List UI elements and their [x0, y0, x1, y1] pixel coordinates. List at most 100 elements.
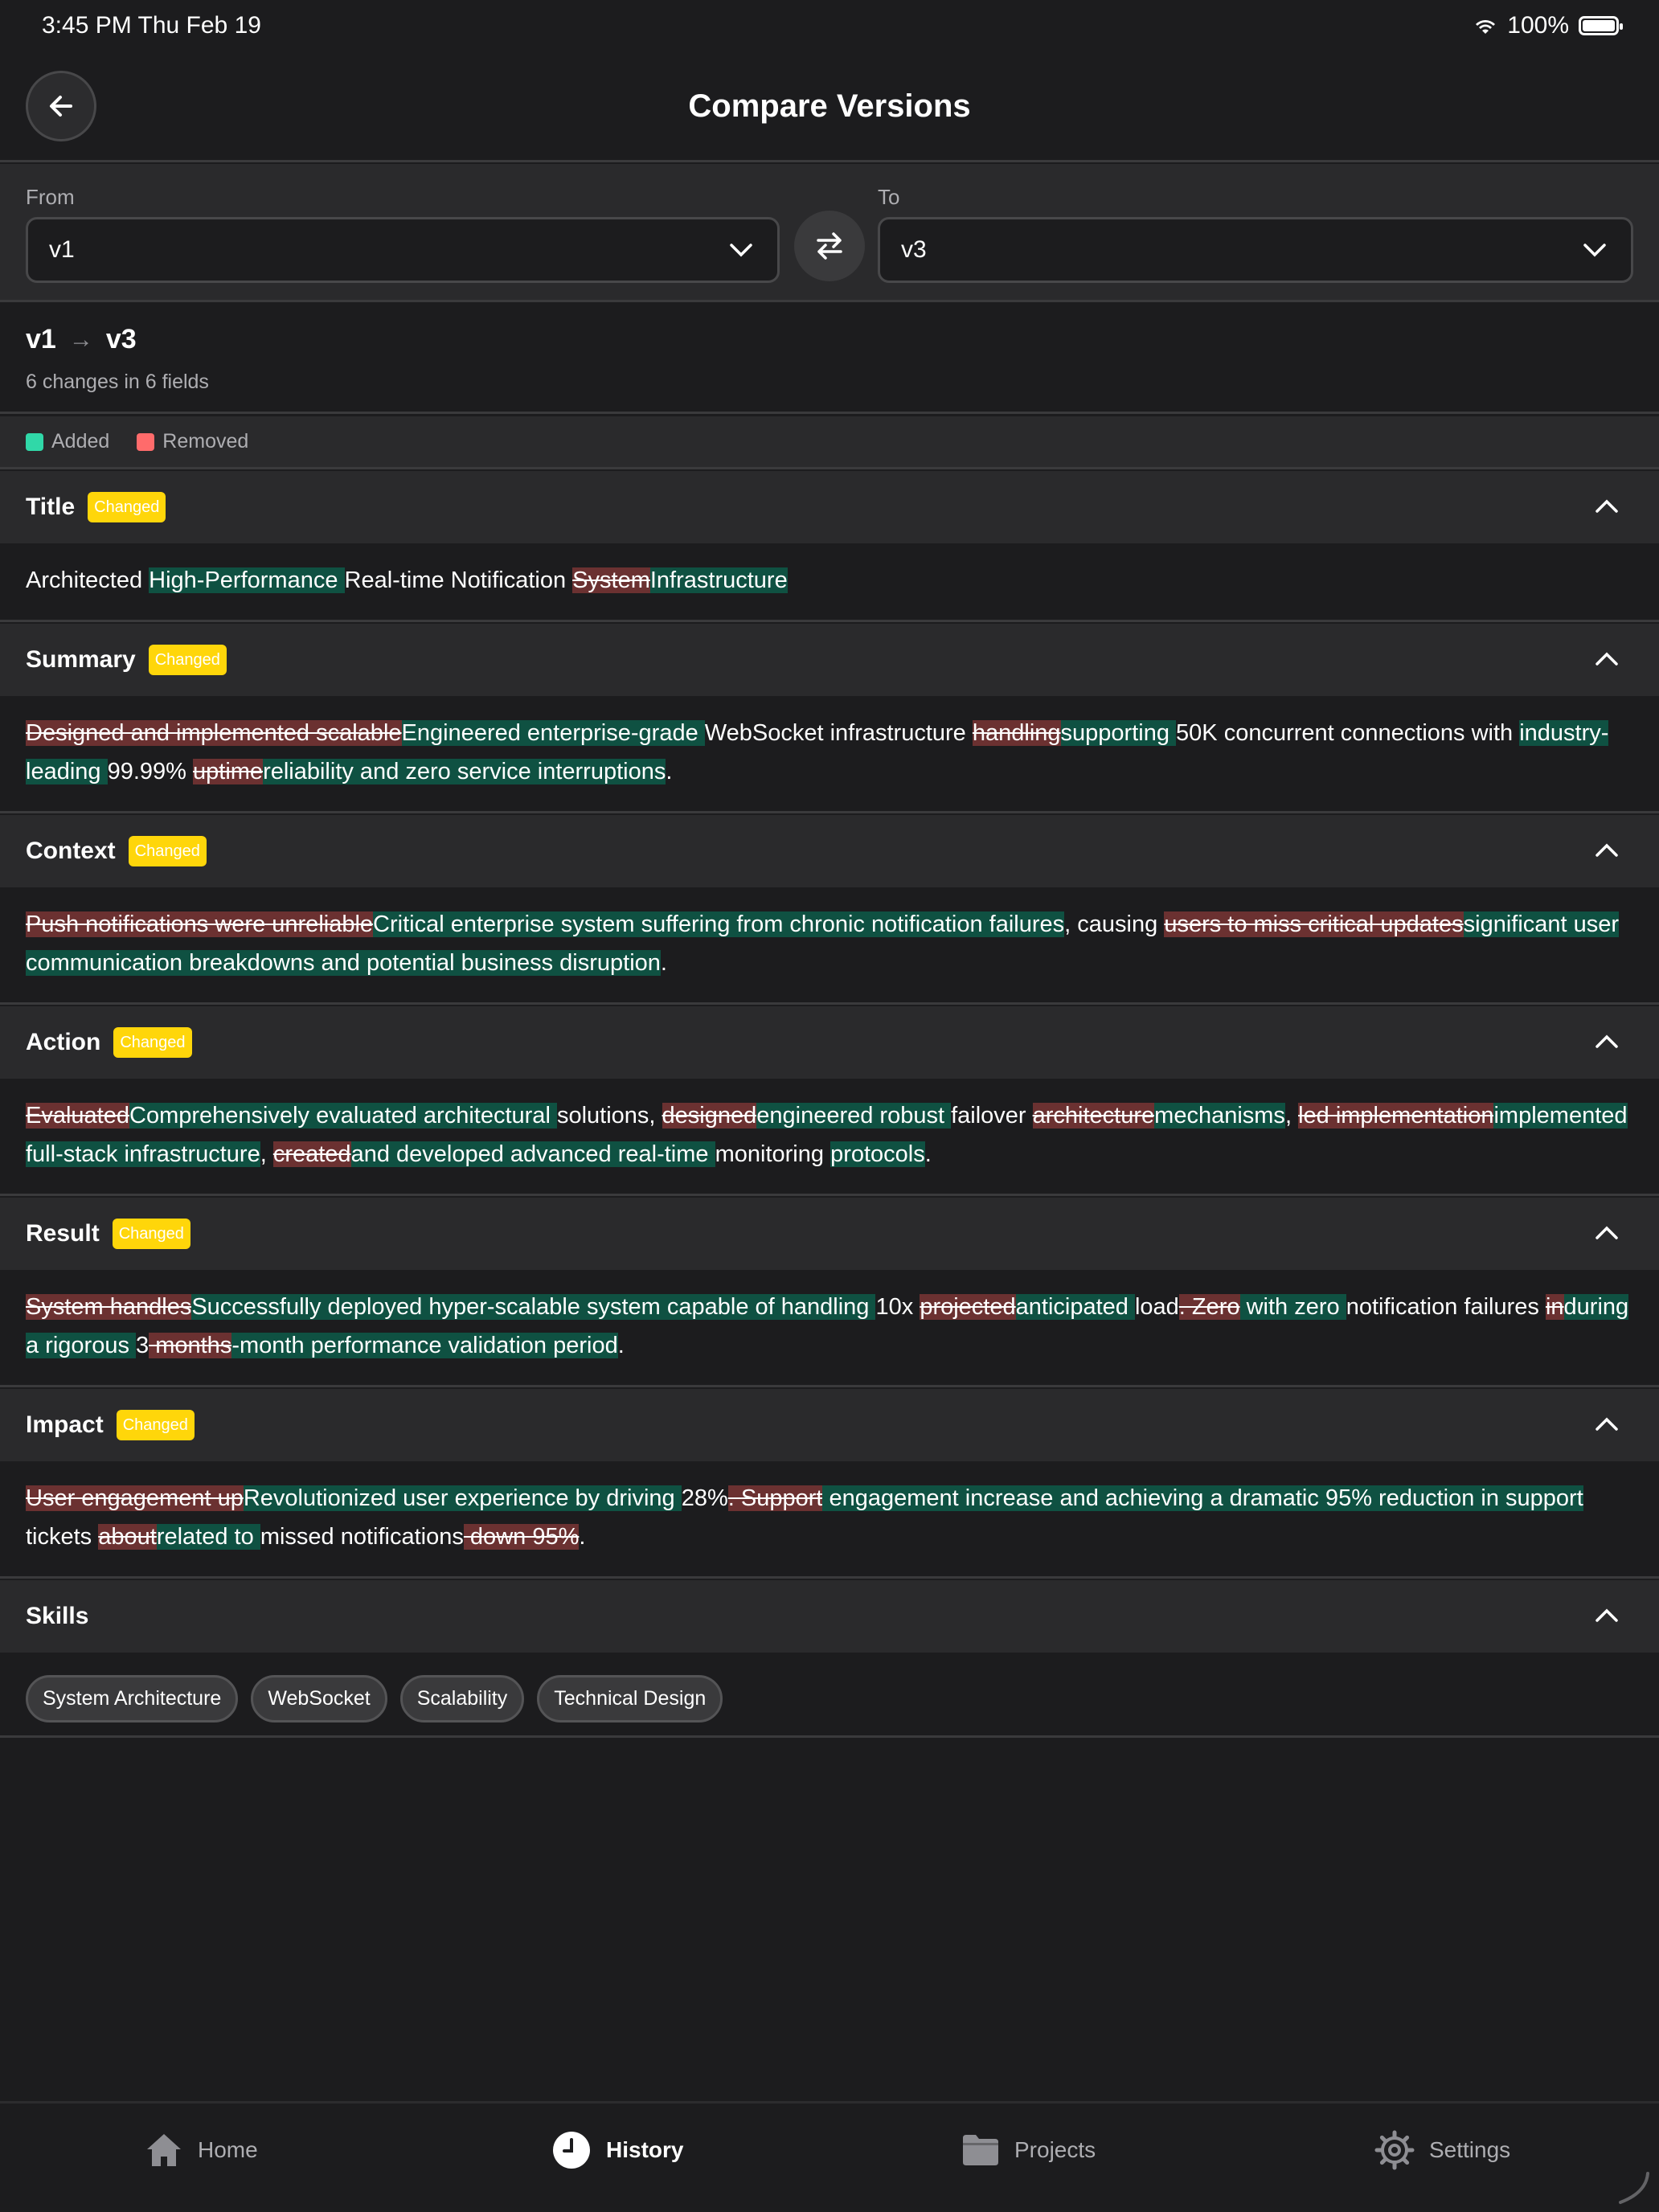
changed-badge: Changed	[112, 1219, 190, 1249]
skill-chip: Scalability	[399, 1675, 525, 1722]
unchanged-text: 10x	[875, 1294, 920, 1320]
chevron-up-icon	[1596, 1034, 1618, 1048]
unchanged-text: WebSocket infrastructure	[704, 720, 973, 746]
section-header-skills[interactable]: Skills	[0, 1580, 1659, 1653]
unchanged-text: tickets	[26, 1524, 99, 1550]
changed-badge: Changed	[88, 492, 166, 522]
added-text: Critical enterprise system suffering fro…	[373, 911, 1065, 937]
unchanged-text: notification failures	[1346, 1294, 1546, 1320]
section-body-action: EvaluatedComprehensively evaluated archi…	[0, 1079, 1659, 1196]
back-button[interactable]	[26, 71, 96, 141]
section-body-skills: System Architecture WebSocket Scalabilit…	[0, 1653, 1659, 1738]
section-header-summary[interactable]: Summary Changed	[0, 624, 1659, 696]
added-text: High-Performance	[149, 567, 345, 593]
unchanged-text: .	[579, 1524, 586, 1550]
unchanged-text: solutions,	[556, 1103, 662, 1129]
section-body-result: System handlesSuccessfully deployed hype…	[0, 1270, 1659, 1387]
status-time: 3:45 PM Thu Feb 19	[42, 12, 261, 39]
unchanged-text: 99.99%	[107, 759, 194, 784]
removed-text: Designed and implemented scalable	[26, 720, 402, 746]
added-swatch	[26, 432, 43, 451]
added-text: -month performance validation period	[231, 1333, 618, 1358]
chevron-down-icon	[1583, 244, 1606, 257]
battery-icon	[1579, 16, 1623, 35]
chevron-down-icon	[730, 244, 752, 257]
removed-text: System handles	[26, 1294, 192, 1320]
unchanged-text: monitoring	[715, 1141, 831, 1167]
tab-label: History	[606, 2137, 684, 2162]
section-header-context[interactable]: Context Changed	[0, 815, 1659, 887]
unchanged-text: load	[1134, 1294, 1179, 1320]
unchanged-text: .	[617, 1333, 625, 1358]
added-text: with zero	[1239, 1294, 1346, 1320]
nav-bar: Compare Versions	[0, 51, 1659, 162]
unchanged-text: ,	[1284, 1103, 1299, 1129]
chevron-up-icon	[1596, 1608, 1618, 1622]
legend-added-label: Added	[51, 430, 110, 453]
section-header-result[interactable]: Result Changed	[0, 1198, 1659, 1270]
tab-home[interactable]: Home	[145, 2128, 258, 2173]
unchanged-text: 3	[136, 1333, 150, 1358]
changed-badge: Changed	[148, 645, 227, 675]
tab-history[interactable]: History	[551, 2128, 683, 2173]
removed-text: projected	[920, 1294, 1016, 1320]
tab-projects[interactable]: Projects	[961, 2128, 1096, 2173]
skill-chips: System Architecture WebSocket Scalabilit…	[26, 1675, 1633, 1722]
comparison-summary: v1 → v3 6 changes in 6 fields	[0, 305, 1659, 414]
chevron-up-icon	[1596, 1417, 1618, 1431]
arrow-left-icon	[50, 96, 72, 117]
tab-bar: Home History Projects Settings	[0, 2101, 1659, 2212]
diff-text: Architected High-Performance Real-time N…	[26, 561, 1633, 600]
removed-text: User engagement up	[26, 1485, 244, 1511]
unchanged-text: 28%	[681, 1485, 728, 1511]
legend-removed: Removed	[137, 430, 248, 453]
from-select[interactable]: v1	[26, 217, 780, 283]
clock-icon	[553, 2132, 590, 2169]
chevron-up-icon	[1596, 1226, 1618, 1239]
diff-text: System handlesSuccessfully deployed hype…	[26, 1288, 1633, 1365]
changed-badge: Changed	[116, 1410, 195, 1440]
section-body-title: Architected High-Performance Real-time N…	[0, 543, 1659, 622]
removed-text: months	[149, 1333, 232, 1358]
section-body-impact: User engagement upRevolutionized user ex…	[0, 1461, 1659, 1579]
added-text: Infrastructure	[649, 567, 788, 593]
to-select[interactable]: v3	[878, 217, 1633, 283]
wifi-icon	[1476, 20, 1496, 34]
removed-text: down 95%	[463, 1524, 580, 1550]
section-header-title[interactable]: Title Changed	[0, 471, 1659, 543]
skill-chip: System Architecture	[26, 1675, 239, 1722]
version-selector: From v1 To v3	[0, 164, 1659, 302]
added-text: mechanisms	[1154, 1103, 1285, 1129]
diff-text: Designed and implemented scalableEnginee…	[26, 714, 1633, 791]
unchanged-text: .	[924, 1141, 932, 1167]
added-text: reliability and zero service interruptio…	[263, 759, 666, 784]
removed-text: users to miss critical updates	[1164, 911, 1464, 937]
page-title: Compare Versions	[688, 88, 971, 124]
removed-text: about	[98, 1524, 157, 1550]
section-header-impact[interactable]: Impact Changed	[0, 1389, 1659, 1461]
section-body-context: Push notifications were unreliableCritic…	[0, 887, 1659, 1005]
from-value: v1	[49, 236, 75, 263]
section-header-action[interactable]: Action Changed	[0, 1006, 1659, 1079]
swap-versions-button[interactable]	[794, 211, 865, 281]
arrow-right-icon: →	[68, 326, 93, 353]
diff-text: EvaluatedComprehensively evaluated archi…	[26, 1096, 1633, 1174]
section-title: Result	[26, 1220, 100, 1247]
gear-icon	[1374, 2130, 1415, 2170]
legend: Added Removed	[0, 416, 1659, 469]
removed-text: created	[272, 1141, 351, 1167]
added-text: protocols	[830, 1141, 925, 1167]
unchanged-text: ,	[260, 1141, 273, 1167]
status-bar: 3:45 PM Thu Feb 19 100%	[0, 0, 1659, 51]
resize-grip-icon[interactable]	[1616, 2170, 1651, 2206]
added-text: and developed advanced real-time	[350, 1141, 715, 1167]
removed-swatch	[137, 432, 155, 451]
changed-badge: Changed	[128, 836, 207, 866]
change-count: 6 changes in 6 fields	[26, 371, 209, 393]
tab-settings[interactable]: Settings	[1374, 2128, 1510, 2173]
removed-text: architecture	[1032, 1103, 1155, 1129]
unchanged-text: Real-time Notification	[344, 567, 573, 593]
diff-text: Push notifications were unreliableCritic…	[26, 905, 1633, 982]
section-title: Summary	[26, 646, 136, 673]
removed-text: . Support	[727, 1485, 823, 1511]
